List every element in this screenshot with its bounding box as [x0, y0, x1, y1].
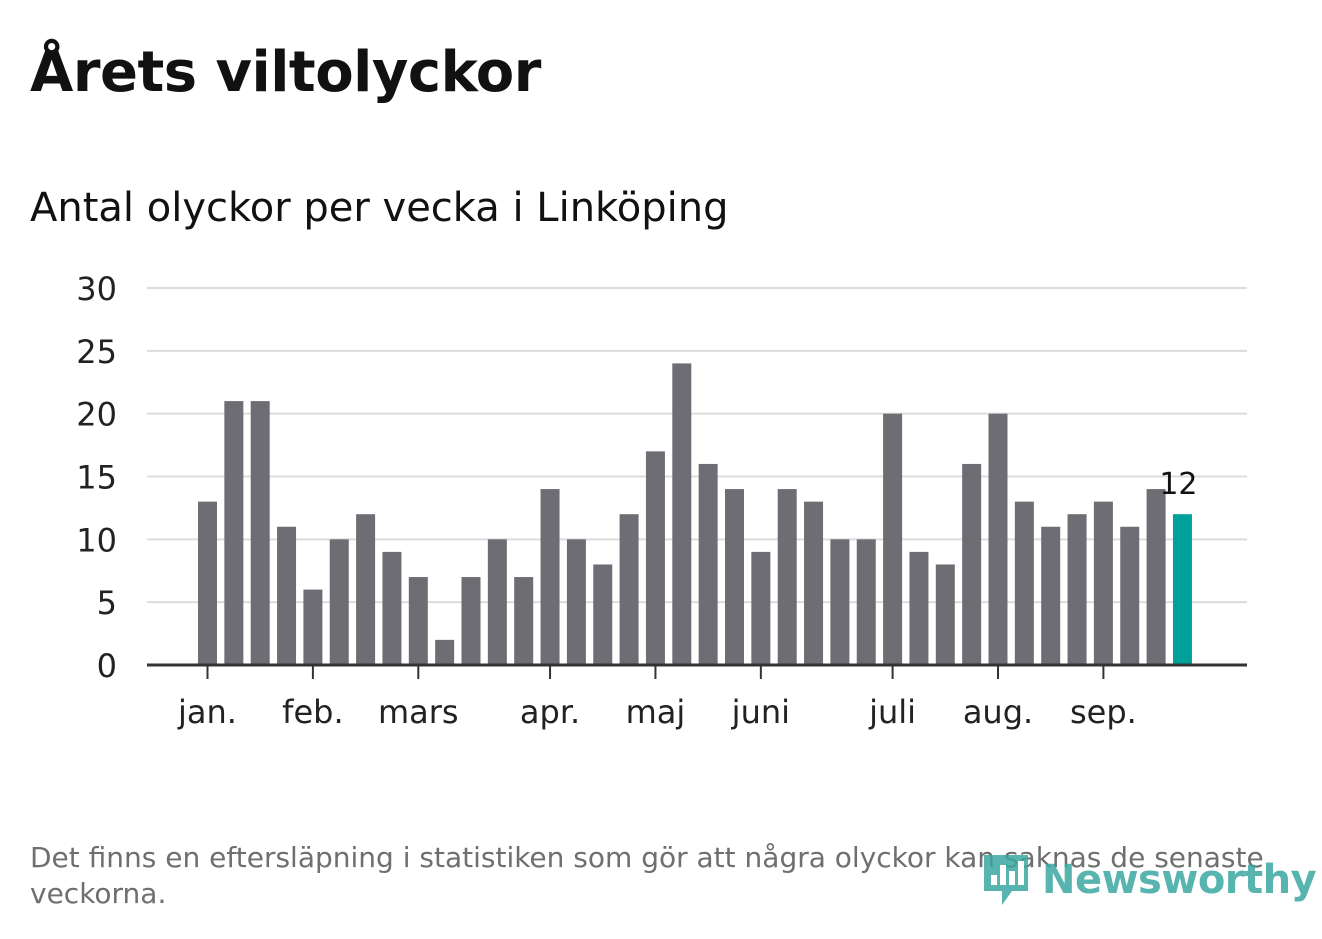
- bar: [698, 463, 718, 665]
- bar: [830, 539, 850, 665]
- bar: [382, 551, 402, 665]
- bar: [725, 489, 744, 665]
- bar: [487, 539, 507, 665]
- bar: [804, 501, 824, 665]
- bar: [751, 551, 771, 665]
- bar: [224, 401, 244, 665]
- y-tick-label: 15: [76, 459, 117, 497]
- y-tick-label: 0: [97, 647, 117, 685]
- y-axis-tick-labels: 0 5 10 15 20 25 30: [76, 270, 117, 685]
- bar: [883, 413, 903, 665]
- data-labels: 12: [1159, 467, 1197, 502]
- y-tick-label: 5: [97, 584, 117, 622]
- y-tick-label: 10: [76, 521, 117, 559]
- bar: [645, 451, 665, 665]
- brand-name: Newsworthy: [1042, 857, 1317, 903]
- bar: [672, 363, 692, 665]
- bars: [198, 363, 1192, 665]
- x-tick-label: feb.: [282, 693, 343, 731]
- bar: [777, 489, 797, 665]
- bar: [514, 577, 534, 665]
- brand-logo: Newsworthy: [980, 850, 1317, 910]
- page-title: Årets viltolyckor: [30, 40, 541, 105]
- x-tick-label: jan.: [177, 693, 237, 731]
- bar: [856, 539, 876, 665]
- x-tick-label: sep.: [1070, 693, 1137, 731]
- bar: [1041, 526, 1061, 665]
- bar: [909, 551, 929, 665]
- x-tick-label: juni: [731, 693, 790, 731]
- bar: [408, 577, 428, 665]
- bar: [1067, 514, 1087, 665]
- bar: [988, 413, 1008, 665]
- footnote: Det finns en eftersläpning i statistiken…: [30, 841, 1264, 910]
- bar: [329, 539, 349, 665]
- bar-highlight: [1172, 514, 1192, 665]
- data-label-highlight: 12: [1159, 467, 1197, 502]
- x-tick-label: mars: [378, 693, 459, 731]
- bar: [935, 564, 955, 665]
- y-tick-label: 20: [76, 396, 117, 434]
- bar: [198, 501, 217, 665]
- bar: [461, 577, 481, 665]
- x-tick-label: maj: [626, 693, 686, 731]
- y-tick-label: 25: [76, 333, 117, 371]
- bar: [356, 514, 376, 665]
- chart-subtitle: Antal olyckor per vecka i Linköping: [30, 185, 729, 231]
- bar: [1014, 501, 1034, 665]
- bar: [277, 526, 297, 665]
- bar: [593, 564, 613, 665]
- bar-chart: 0 5 10 15 20 25 30 jan. feb. mars apr. maj juni juli…: [76, 270, 1247, 731]
- bar: [1146, 489, 1166, 665]
- bar: [962, 463, 982, 665]
- bar: [540, 489, 560, 665]
- bar: [566, 539, 586, 665]
- y-tick-label: 30: [76, 270, 117, 308]
- bar: [250, 401, 270, 665]
- x-tick-label: aug.: [963, 693, 1033, 731]
- bar: [619, 514, 639, 665]
- bar: [1093, 501, 1113, 665]
- bar: [1120, 526, 1140, 665]
- bar: [435, 639, 455, 665]
- x-tick-label: apr.: [520, 693, 580, 731]
- x-tick-label: juli: [868, 693, 916, 731]
- bar: [303, 589, 323, 665]
- x-axis-tick-labels: jan. feb. mars apr. maj juni juli aug. sep.: [177, 665, 1137, 731]
- bar-chart-speech-bubble-icon: [984, 855, 1028, 905]
